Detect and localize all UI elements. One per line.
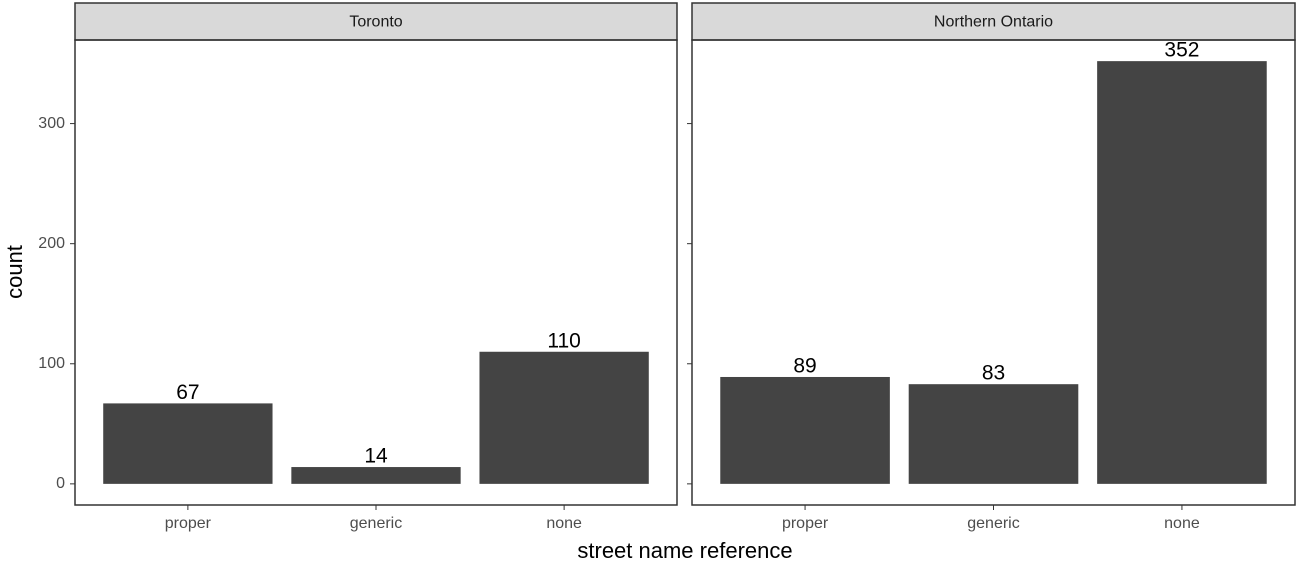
y-tick-label: 200: [38, 235, 65, 252]
facet-title: Northern Ontario: [934, 14, 1053, 31]
facet-title: Toronto: [349, 14, 402, 31]
y-axis-label: count: [2, 245, 27, 299]
value-label: 14: [364, 445, 388, 468]
x-tick-label: proper: [782, 515, 829, 532]
x-tick-label: none: [546, 515, 582, 532]
panel-border: [691, 39, 1296, 506]
bar: [291, 467, 461, 484]
value-label: 89: [793, 355, 816, 378]
y-tick-label: 300: [38, 115, 65, 132]
bar: [720, 376, 890, 484]
value-label: 83: [982, 362, 1005, 385]
panel-border: [74, 39, 678, 506]
bar: [1097, 61, 1267, 484]
x-tick-label: proper: [165, 515, 212, 532]
y-tick-label: 0: [56, 475, 65, 492]
bar: [908, 384, 1079, 484]
x-tick-label: generic: [350, 515, 402, 532]
value-label: 352: [1164, 39, 1199, 62]
strip-background: [74, 2, 678, 41]
bar: [103, 403, 273, 484]
y-tick-label: 100: [38, 355, 65, 372]
value-label: 67: [176, 381, 199, 404]
value-label: 110: [547, 329, 580, 352]
strip-background: [691, 2, 1296, 41]
bar: [479, 351, 649, 484]
x-tick-label: none: [1164, 515, 1200, 532]
x-tick-label: generic: [967, 515, 1019, 532]
x-axis-label: street name reference: [577, 538, 792, 563]
